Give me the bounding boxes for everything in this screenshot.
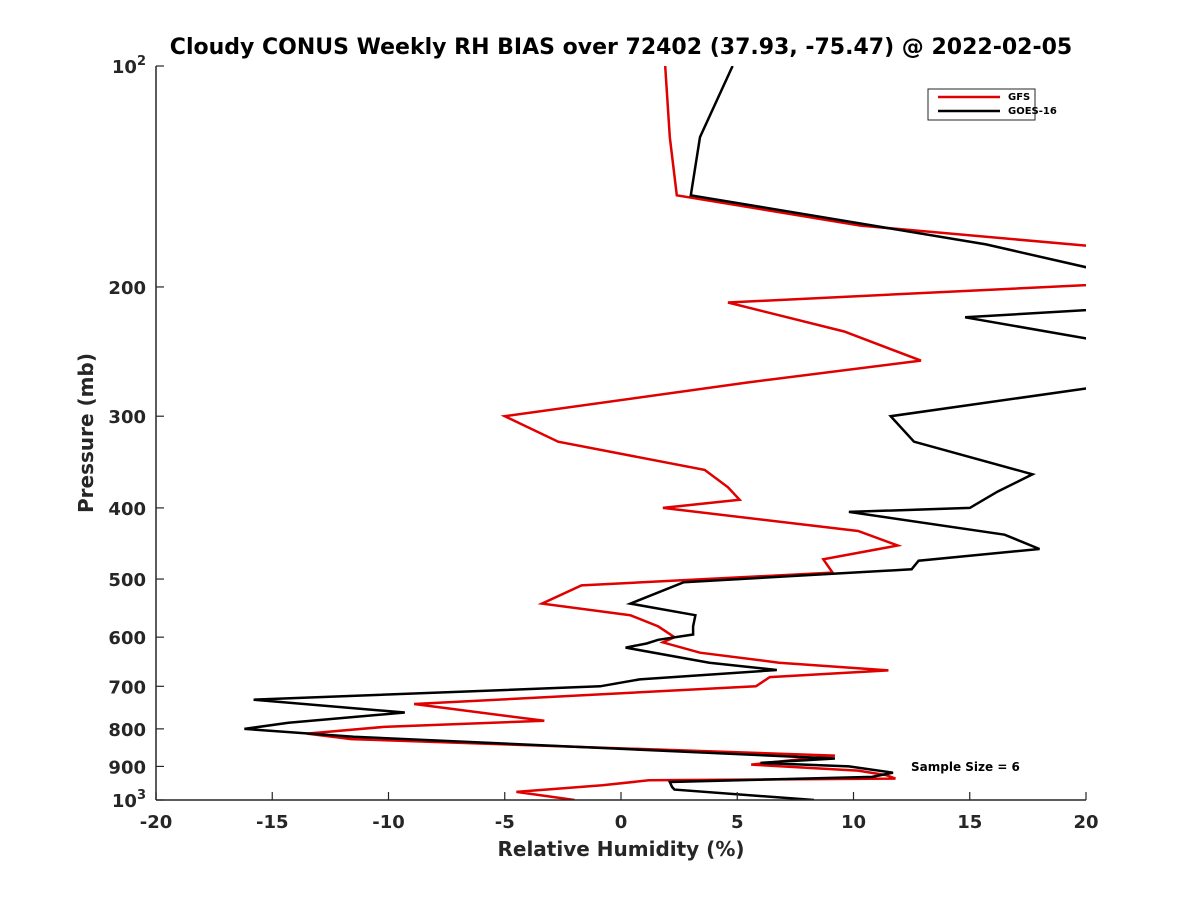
legend-box [927,88,1036,121]
axes: -20 -15 -10 -5 0 5 10 15 20 102 200 300 400 500 600 700… [108,54,1098,833]
x-tick-label: 20 [1073,812,1098,833]
series-layer [244,66,1086,800]
y-tick-label: 900 [108,757,146,778]
legend-goes16-label: GOES-16 [1008,106,1057,117]
y-tick-label: 600 [108,628,146,649]
y-tick-label: 200 [108,278,146,299]
x-tick-label: -5 [495,812,515,833]
legend: GFS GOES-16 [927,88,1057,121]
series-line-gfs [306,66,1086,800]
x-tick-label: -15 [256,812,289,833]
y-tick-label: 800 [108,720,146,741]
x-tick-label: 15 [957,812,982,833]
legend-gfs-label: GFS [1008,92,1030,103]
y-tick-label: 700 [108,677,146,698]
y-tick-label: 103 [112,788,146,812]
chart-title: Cloudy CONUS Weekly RH BIAS over 72402 (… [170,35,1072,60]
y-tick-label: 102 [112,54,146,78]
x-tick-label: 10 [841,812,866,833]
x-tick-label: -20 [140,812,173,833]
x-tick-label: 0 [615,812,628,833]
y-tick-label: 300 [108,407,146,428]
y-tick-label: 400 [108,499,146,520]
y-tick-label: 500 [108,570,146,591]
series-line-goes16 [244,66,1086,800]
y-axis-label: Pressure (mb) [74,353,98,513]
x-axis-label: Relative Humidity (%) [497,837,744,861]
x-tick-label: 5 [731,812,744,833]
sample-size-annotation: Sample Size = 6 [911,760,1020,774]
x-tick-label: -10 [372,812,405,833]
